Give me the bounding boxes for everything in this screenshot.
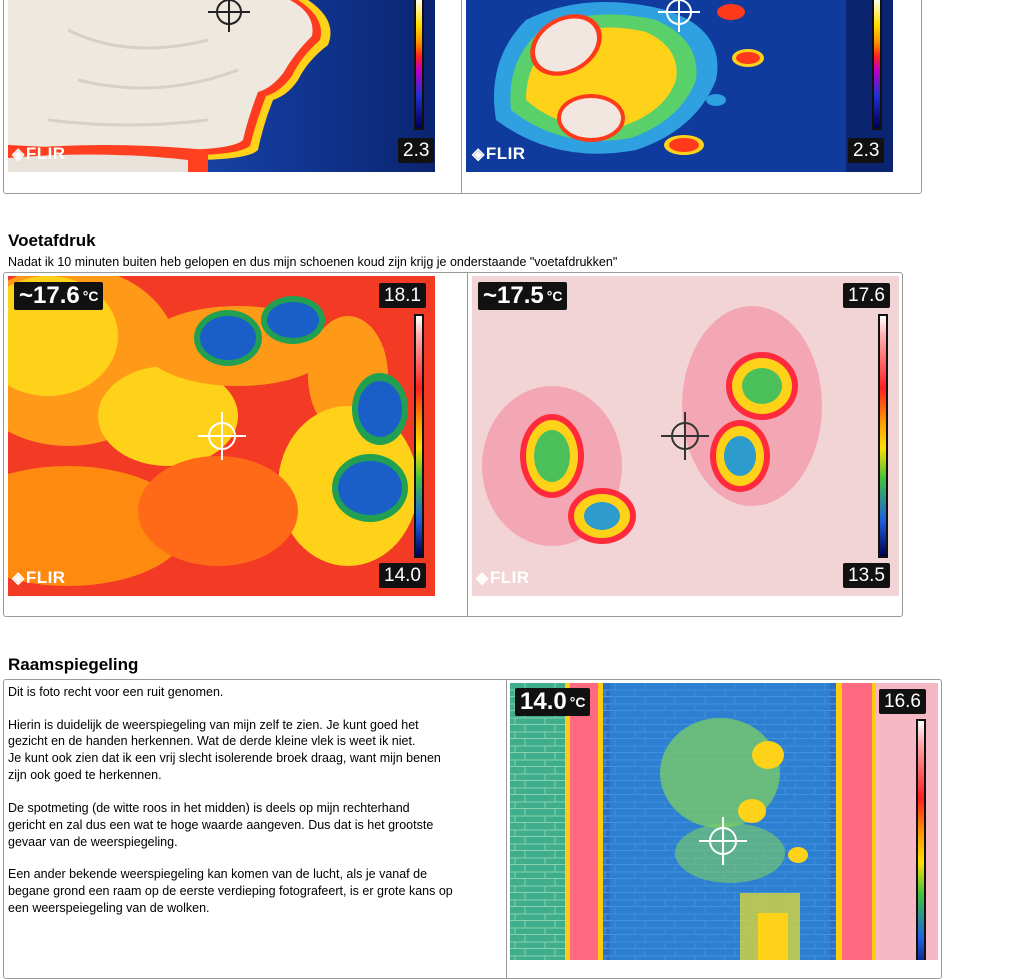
scale-min-label: 2.3 bbox=[398, 138, 435, 163]
color-scale-bar bbox=[916, 719, 926, 960]
scale-max-label: 16.6 bbox=[879, 689, 926, 714]
column-divider bbox=[467, 273, 468, 616]
paragraph: Dit is foto recht voor een ruit genomen. bbox=[8, 685, 224, 699]
color-scale-bar bbox=[414, 0, 424, 130]
scale-min-label: 13.5 bbox=[843, 563, 890, 588]
color-scale-bar bbox=[872, 0, 882, 130]
paragraph: Een ander bekende weerspiegeling kan kom… bbox=[8, 867, 453, 915]
flir-logo-icon: ◈ bbox=[12, 146, 25, 163]
color-scale-bar bbox=[414, 314, 424, 558]
spot-temperature-badge: 14.0 °C bbox=[515, 688, 591, 716]
flir-logo: ◈FLIR bbox=[472, 144, 526, 163]
column-divider bbox=[506, 680, 507, 978]
paragraph: Hierin is duidelijk de weerspiegeling va… bbox=[8, 717, 441, 783]
handprint-thermal-image-right: 2.3 ◈FLIR bbox=[466, 0, 893, 172]
section-description: Nadat ik 10 minuten buiten heb gelopen e… bbox=[8, 255, 618, 269]
flir-logo: ◈FLIR bbox=[476, 568, 530, 587]
spot-temperature-badge: ~17.6 °C bbox=[14, 282, 104, 310]
flir-logo-icon: ◈ bbox=[12, 570, 25, 587]
scale-min-label: 14.0 bbox=[379, 563, 426, 588]
spot-temperature-badge: ~17.5 °C bbox=[478, 282, 568, 310]
footprint-thermal-image-right: ~17.5 °C 17.6 13.5 ◈FLIR bbox=[472, 276, 899, 596]
scale-max-label: 17.6 bbox=[843, 283, 890, 308]
color-scale-bar bbox=[878, 314, 888, 558]
flir-logo: ◈FLIR bbox=[12, 568, 66, 587]
hand-thermal-image-left: 2.3 ◈FLIR bbox=[8, 0, 435, 172]
flir-logo-icon: ◈ bbox=[472, 146, 485, 163]
scale-min-label: 2.3 bbox=[848, 138, 885, 163]
window-thermal-image: 14.0 °C 16.6 bbox=[510, 683, 938, 960]
section-heading-raamspiegeling: Raamspiegeling bbox=[8, 655, 139, 674]
flir-logo-icon: ◈ bbox=[476, 570, 489, 587]
window-reflection-text: Dit is foto recht voor een ruit genomen.… bbox=[8, 684, 502, 932]
column-divider bbox=[461, 0, 462, 193]
section-heading-voetafdruk: Voetafdruk bbox=[8, 231, 96, 250]
flir-logo: ◈FLIR bbox=[12, 144, 66, 163]
paragraph: De spotmeting (de witte roos in het midd… bbox=[8, 800, 434, 849]
scale-max-label: 18.1 bbox=[379, 283, 426, 308]
footprint-thermal-image-left: ~17.6 °C 18.1 14.0 ◈FLIR bbox=[8, 276, 435, 596]
